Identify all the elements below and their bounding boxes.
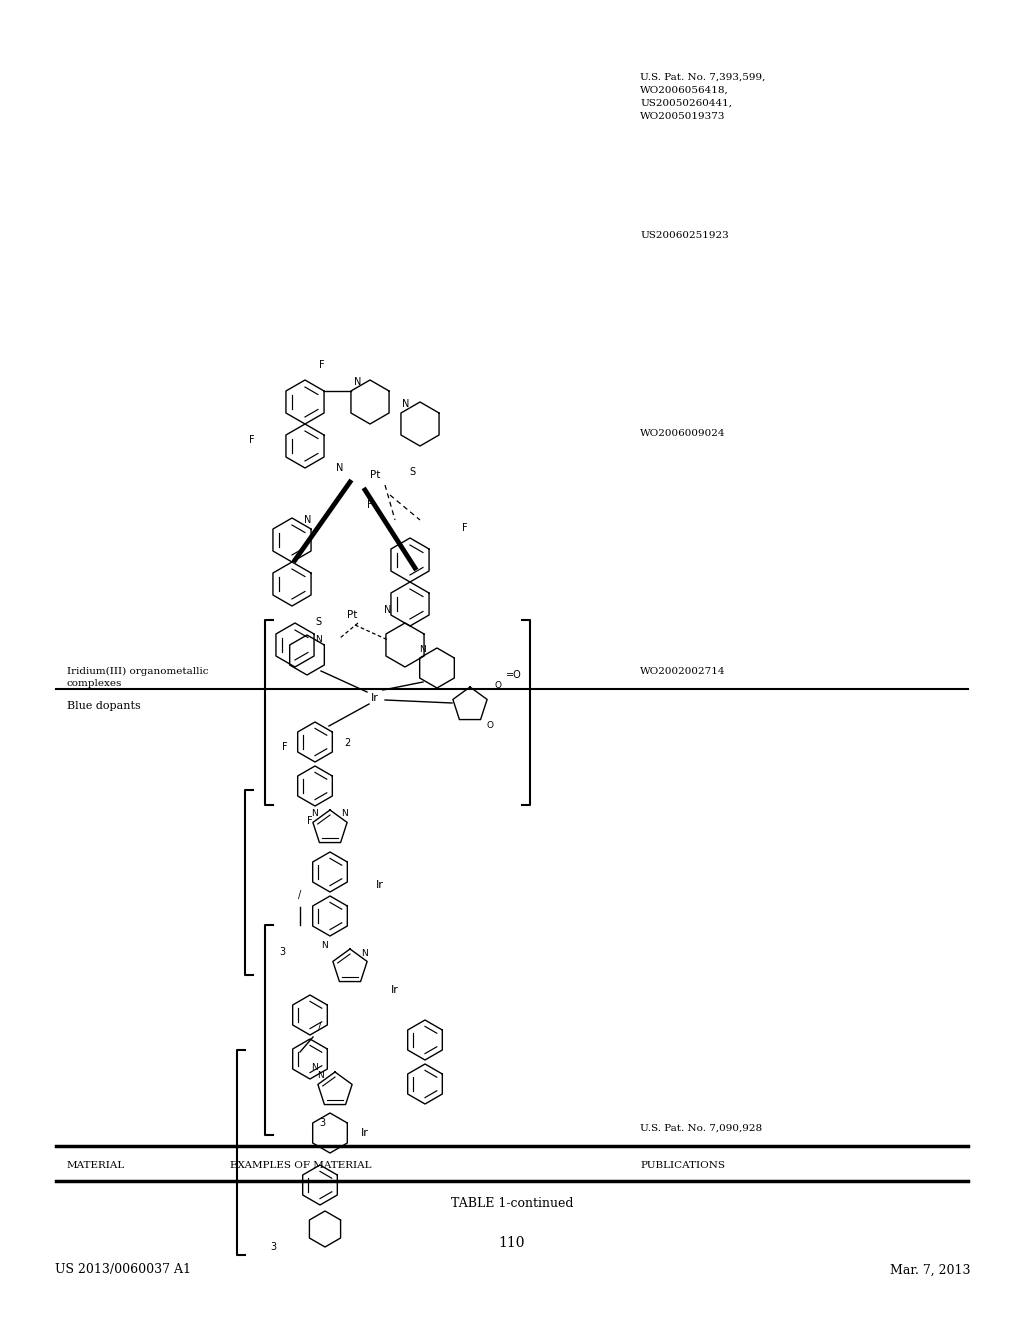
Text: TABLE 1-continued: TABLE 1-continued (451, 1197, 573, 1210)
Text: N: N (311, 1063, 318, 1072)
Text: N: N (304, 515, 311, 525)
Text: EXAMPLES OF MATERIAL: EXAMPLES OF MATERIAL (230, 1162, 372, 1170)
Text: PUBLICATIONS: PUBLICATIONS (640, 1162, 725, 1170)
Text: N: N (311, 809, 318, 818)
Text: N: N (321, 940, 328, 949)
Text: N: N (341, 809, 347, 818)
Text: F: F (462, 523, 468, 533)
Text: O: O (486, 721, 494, 730)
Text: Ir: Ir (376, 880, 384, 890)
Text: S: S (315, 616, 322, 627)
Text: /: / (298, 890, 302, 900)
Text: Ir: Ir (391, 985, 399, 995)
Text: 3: 3 (279, 946, 285, 957)
Text: N: N (361, 949, 369, 957)
Text: O: O (495, 681, 502, 689)
Text: Mar. 7, 2013: Mar. 7, 2013 (890, 1263, 970, 1276)
Text: N: N (420, 645, 426, 655)
Text: =O: =O (506, 671, 522, 680)
Text: N: N (354, 378, 361, 387)
Text: US20060251923: US20060251923 (640, 231, 729, 240)
Text: /: / (318, 1022, 322, 1032)
Text: 110: 110 (499, 1237, 525, 1250)
Text: S: S (409, 467, 415, 477)
Text: Pt: Pt (347, 610, 357, 620)
Text: Iridium(III) organometallic
complexes: Iridium(III) organometallic complexes (67, 667, 208, 688)
Text: Pt: Pt (370, 470, 380, 480)
Text: F: F (249, 436, 255, 445)
Text: WO2002002714: WO2002002714 (640, 667, 725, 676)
Text: F: F (283, 742, 288, 752)
Text: 3: 3 (270, 1242, 276, 1251)
Text: F: F (319, 360, 325, 370)
Text: U.S. Pat. No. 7,090,928: U.S. Pat. No. 7,090,928 (640, 1123, 762, 1133)
Text: Ir: Ir (371, 693, 379, 704)
Text: 2: 2 (344, 738, 350, 748)
Text: 3: 3 (318, 1118, 325, 1129)
Text: WO2006009024: WO2006009024 (640, 429, 725, 438)
Text: MATERIAL: MATERIAL (67, 1162, 125, 1170)
Text: U.S. Pat. No. 7,393,599,
WO2006056418,
US20050260441,
WO2005019373: U.S. Pat. No. 7,393,599, WO2006056418, U… (640, 73, 765, 121)
Text: N: N (317, 1072, 325, 1081)
Text: N: N (402, 399, 410, 409)
Text: Ir: Ir (361, 1129, 369, 1138)
Text: Blue dopants: Blue dopants (67, 701, 140, 711)
Text: F: F (307, 816, 312, 826)
Text: N: N (384, 605, 392, 615)
Text: US 2013/0060037 A1: US 2013/0060037 A1 (55, 1263, 191, 1276)
Text: N: N (336, 463, 344, 473)
Text: N: N (315, 635, 323, 644)
Text: F: F (368, 500, 373, 510)
